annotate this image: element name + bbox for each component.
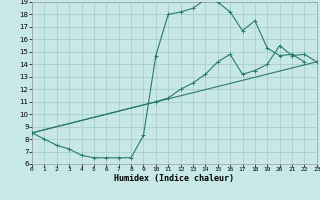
- X-axis label: Humidex (Indice chaleur): Humidex (Indice chaleur): [115, 174, 234, 183]
